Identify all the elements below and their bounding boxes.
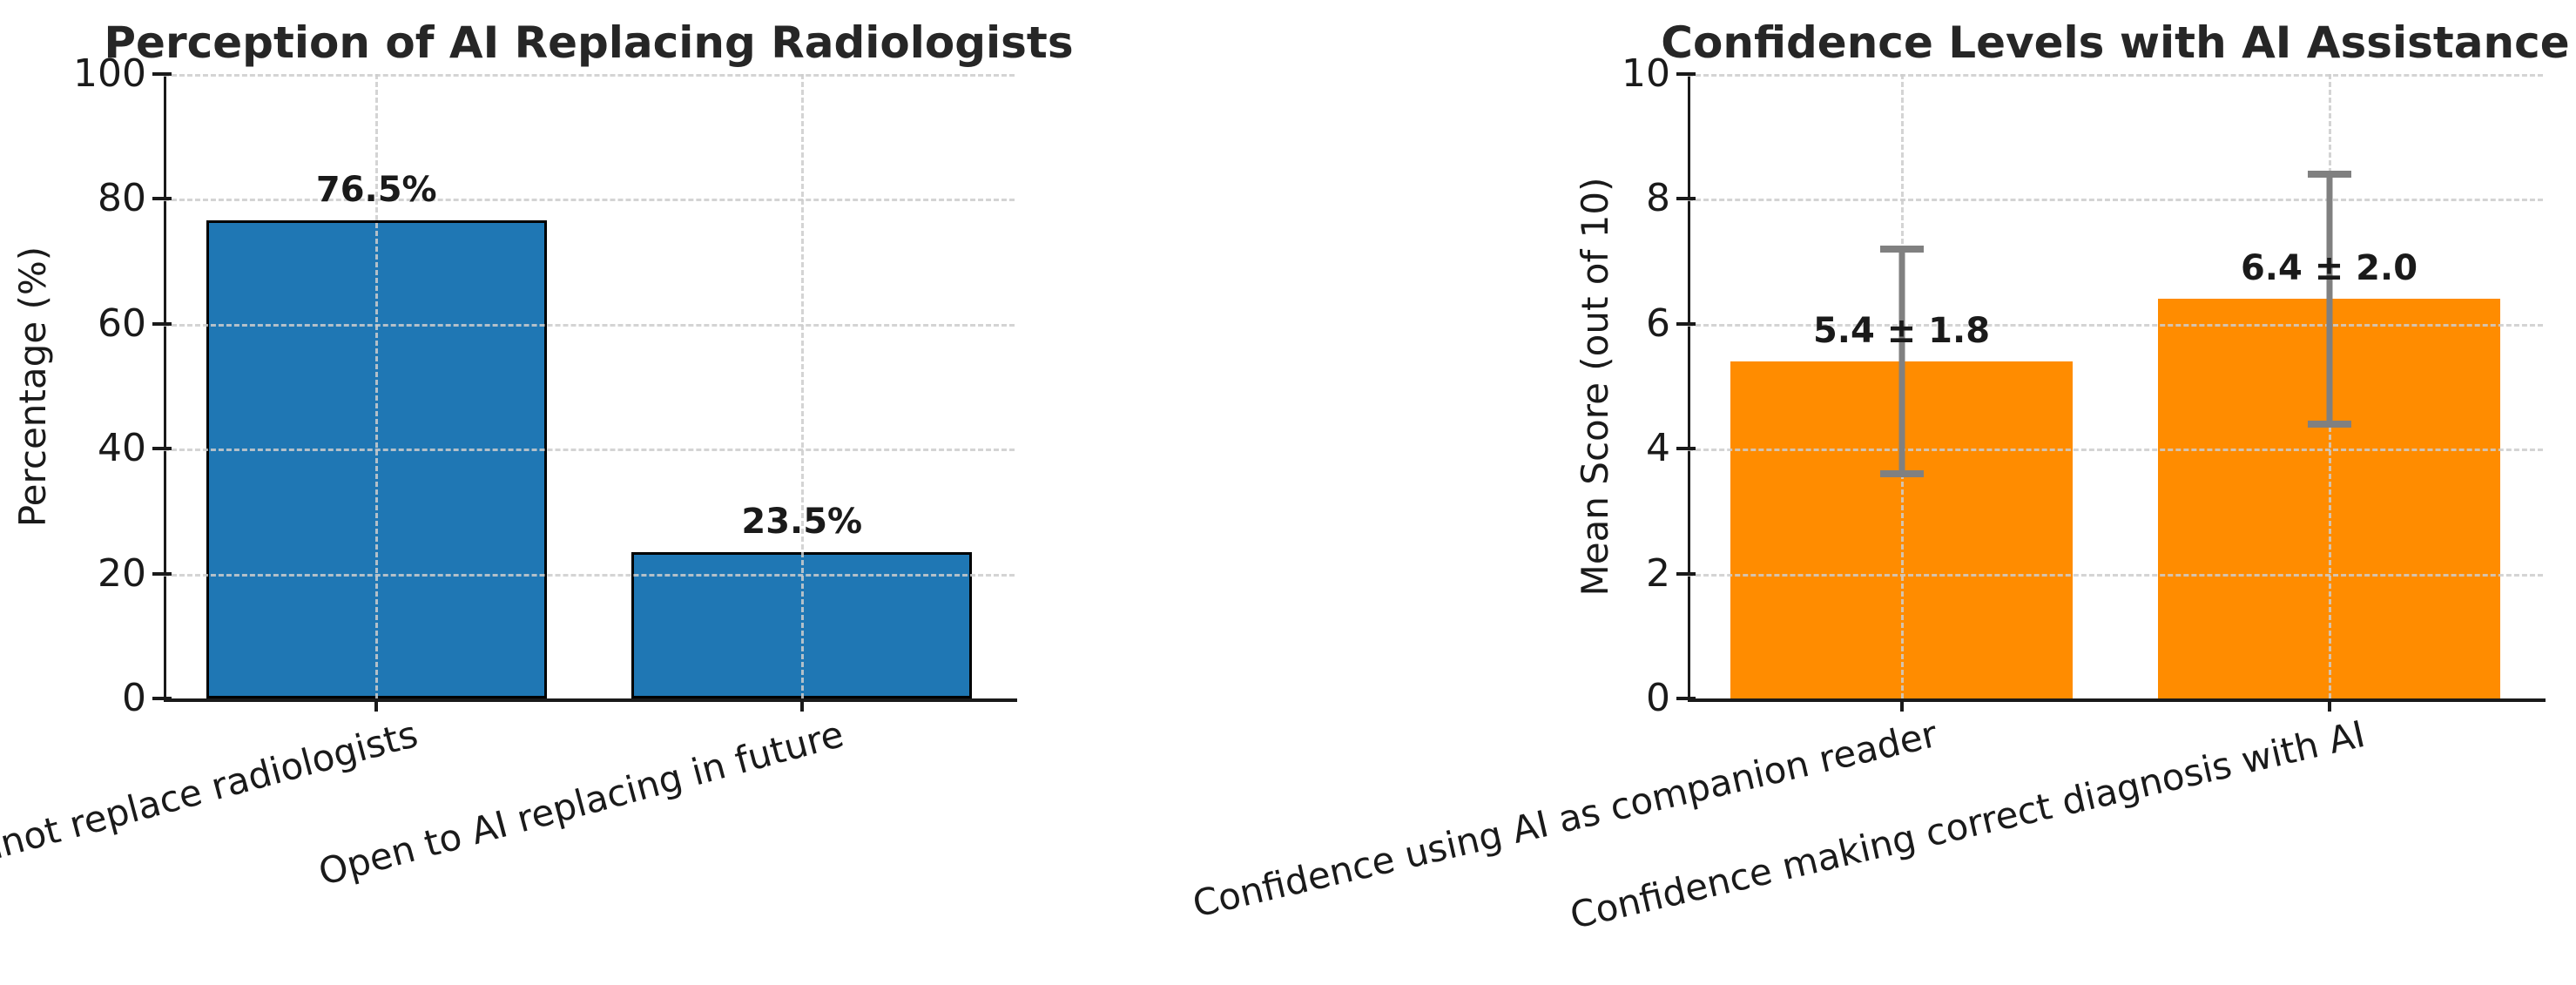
gridline-h (164, 74, 1015, 77)
y-tick-mark (152, 571, 172, 576)
gridline-v (375, 74, 379, 698)
gridline-h (164, 573, 1015, 577)
gridline-h (1688, 74, 2543, 77)
x-axis-spine (1688, 698, 2546, 702)
x-category-label: Open to AI replacing in future (314, 712, 848, 894)
y-tick-mark (1676, 571, 1696, 576)
y-tick-mark (152, 197, 172, 201)
y-tick-label: 2 (1646, 550, 1670, 596)
gridline-h (1688, 449, 2543, 452)
y-tick-mark (1676, 697, 1696, 700)
y-tick-mark (1676, 447, 1696, 451)
error-bar-cap (1879, 469, 1924, 477)
gridline-h (1688, 323, 2543, 327)
x-tick-mark (1899, 701, 1904, 712)
y-tick-label: 100 (73, 51, 146, 96)
y-tick-mark (1676, 197, 1696, 201)
x-tick-mark (799, 701, 804, 712)
y-axis-spine (1688, 74, 1690, 702)
y-tick-mark (152, 697, 172, 700)
x-category-label: Confidence using AI as companion reader (1188, 712, 1941, 926)
gridline-h (164, 323, 1015, 327)
bar-value-label: 76.5% (315, 170, 437, 211)
x-tick-mark (2327, 701, 2331, 712)
y-tick-label: 6 (1646, 300, 1670, 346)
right-chart-title: Confidence Levels with AI Assistance (1661, 17, 2570, 68)
gridline-h (164, 199, 1015, 202)
right-y-axis-label: Mean Score (out of 10) (1574, 177, 1616, 597)
error-bar-line (1898, 248, 1905, 474)
error-bar-cap (2307, 170, 2351, 178)
error-bar-line (2326, 173, 2332, 424)
y-tick-label: 10 (1622, 51, 1670, 96)
y-tick-mark (152, 321, 172, 326)
gridline-h (164, 449, 1015, 452)
gridline-h (1688, 199, 2543, 202)
y-tick-label: 4 (1646, 426, 1670, 471)
y-tick-mark (152, 72, 172, 76)
y-tick-label: 20 (98, 550, 146, 596)
y-axis-spine (164, 74, 166, 702)
y-tick-mark (1676, 72, 1696, 76)
bar-value-label: 5.4 ± 1.8 (1812, 310, 1991, 351)
y-tick-label: 0 (1646, 676, 1670, 720)
error-bar-cap (2307, 420, 2351, 428)
gridline-v (800, 74, 804, 698)
error-bar-cap (1879, 245, 1924, 253)
bar-value-label: 6.4 ± 2.0 (2240, 248, 2418, 289)
x-axis-spine (164, 698, 1017, 702)
y-tick-label: 60 (98, 300, 146, 346)
left-chart-title: Perception of AI Replacing Radiologists (104, 17, 1074, 68)
gridline-h (1688, 573, 2543, 577)
y-tick-label: 8 (1646, 176, 1670, 221)
y-tick-label: 40 (98, 426, 146, 471)
y-tick-label: 80 (98, 176, 146, 221)
bar-value-label: 23.5% (741, 501, 863, 542)
left-y-axis-label: Percentage (%) (11, 246, 54, 528)
x-tick-mark (374, 701, 379, 712)
y-tick-label: 0 (122, 676, 146, 720)
y-tick-mark (1676, 321, 1696, 326)
y-tick-mark (152, 447, 172, 451)
